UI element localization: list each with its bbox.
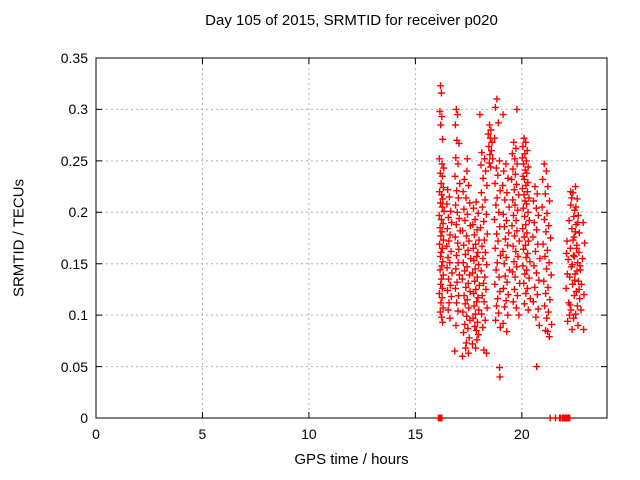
y-tick-label: 0.2 xyxy=(68,204,88,221)
plot-border xyxy=(95,57,608,419)
x-tick-label: 15 xyxy=(407,426,424,442)
y-tick-label: 0.25 xyxy=(60,152,88,169)
y-tick-label: 0.05 xyxy=(60,358,88,375)
x-axis-label: GPS time / hours xyxy=(294,451,409,468)
y-tick-label: 0.3 xyxy=(68,101,88,118)
chart-title: Day 105 of 2015, SRMTID for receiver p02… xyxy=(205,12,498,29)
x-tick-label: 10 xyxy=(301,426,317,442)
tick-marks xyxy=(95,57,607,419)
data-points xyxy=(434,82,589,422)
y-tick-label: 0.15 xyxy=(60,255,88,272)
grid-lines xyxy=(96,58,607,418)
x-tick-label: 0 xyxy=(92,426,100,442)
x-tick-label: 5 xyxy=(198,426,207,442)
y-tick-label: 0 xyxy=(80,410,88,426)
y-tick-label: 0.35 xyxy=(60,50,88,66)
y-tick-label: 0.1 xyxy=(68,307,88,324)
x-tick-label: 20 xyxy=(514,426,530,442)
